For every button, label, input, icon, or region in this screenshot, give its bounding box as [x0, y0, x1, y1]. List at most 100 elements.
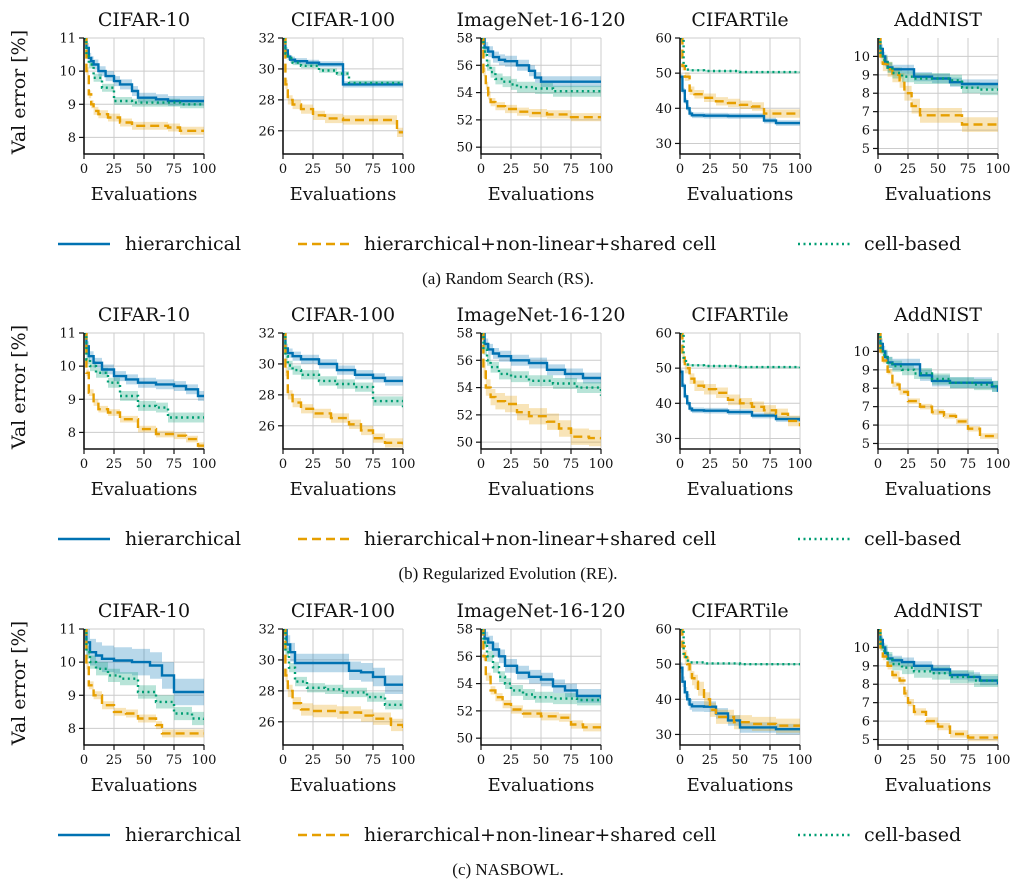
panel-addnist: 0 25 50 75 100 5 6 7 8 9 10 AddNIST Evaluations — [853, 9, 1010, 205]
x-tick-label: 25 — [900, 162, 917, 177]
y-tick-label: 8 — [68, 131, 76, 146]
x-tick-label: 75 — [960, 753, 977, 768]
caption: (a) Random Search (RS). — [422, 269, 594, 288]
x-tick-label: 75 — [563, 457, 580, 472]
x-tick-label: 50 — [136, 162, 153, 177]
x-tick-label: 100 — [986, 162, 1011, 177]
y-tick-label: 40 — [655, 397, 672, 412]
panel-cifartile: 0 25 50 75 100 30 40 50 60 CIFARTile Evaluations — [655, 304, 812, 500]
y-tick-label: 32 — [258, 32, 275, 47]
y-tick-label: 40 — [655, 693, 672, 708]
x-tick-label: 50 — [136, 753, 153, 768]
x-tick-label: 50 — [533, 162, 550, 177]
series-line-cell-based — [481, 333, 601, 396]
plot-area — [878, 333, 998, 439]
y-tick-label: 32 — [258, 327, 275, 342]
band-cell-based — [84, 629, 204, 727]
plot-area — [84, 629, 204, 738]
x-tick-label: 25 — [702, 457, 719, 472]
x-tick-label: 100 — [986, 753, 1011, 768]
series-line-cell-based — [878, 333, 998, 389]
x-tick-label: 0 — [477, 457, 485, 472]
series-line-hierarchical — [283, 38, 403, 86]
y-tick-label: 26 — [258, 419, 275, 434]
x-tick-label: 100 — [986, 457, 1011, 472]
x-tick-label: 25 — [900, 753, 917, 768]
y-tick-label: 56 — [456, 354, 473, 369]
legend-label-hierarchical: hierarchical — [125, 528, 241, 550]
x-tick-label: 75 — [365, 753, 382, 768]
band-cell-based — [878, 38, 998, 96]
band-hierarchical — [84, 38, 204, 106]
series-line-cell-based — [481, 629, 601, 702]
plot-area — [283, 38, 403, 137]
y-tick-label: 11 — [59, 327, 76, 342]
y-tick-label: 30 — [258, 357, 275, 372]
y-tick-label: 7 — [862, 105, 870, 120]
plot-area — [481, 38, 601, 122]
y-tick-label: 9 — [68, 689, 76, 704]
series-line-hierarchical-non-linear-shared-cell — [84, 38, 204, 132]
series-line-cell-based — [680, 38, 800, 74]
x-tick-label: 25 — [503, 162, 520, 177]
series-line-hierarchical-non-linear-shared-cell — [481, 333, 601, 440]
x-tick-label: 75 — [762, 457, 779, 472]
x-tick-label: 100 — [391, 457, 416, 472]
y-tick-label: 52 — [456, 704, 473, 719]
x-axis-label: Evaluations — [290, 775, 397, 796]
y-tick-label: 8 — [68, 722, 76, 737]
series-line-cell-based — [283, 629, 403, 706]
y-tick-label: 56 — [456, 650, 473, 665]
series-line-hierarchical — [84, 38, 204, 103]
panel-cifartile: 0 25 50 75 100 30 40 50 60 CIFARTile Evaluations — [655, 600, 812, 796]
plot-area — [680, 629, 800, 735]
x-tick-label: 50 — [732, 162, 749, 177]
band-cell-based — [283, 333, 403, 412]
panel-title: CIFARTile — [691, 304, 788, 326]
band-hierarchical-non-linear-shared-cell — [84, 629, 204, 738]
y-axis-label: Val error [%] — [8, 30, 30, 155]
x-tick-label: 0 — [80, 162, 88, 177]
panel-title: AddNIST — [893, 304, 982, 326]
series-line-hierarchical-non-linear-shared-cell — [878, 38, 998, 126]
y-tick-label: 54 — [456, 677, 473, 692]
series-line-hierarchical — [878, 38, 998, 86]
series-line-hierarchical — [481, 38, 601, 83]
y-tick-label: 10 — [853, 50, 870, 65]
y-tick-label: 50 — [655, 362, 672, 377]
y-tick-label: 9 — [862, 363, 870, 378]
x-tick-label: 100 — [192, 457, 217, 472]
x-tick-label: 50 — [335, 753, 352, 768]
legend-label-hierarchical-non-linear-shared-cell: hierarchical+non-linear+shared cell — [364, 824, 716, 846]
y-tick-label: 28 — [258, 684, 275, 699]
x-axis-label: Evaluations — [488, 775, 595, 796]
x-tick-label: 50 — [335, 162, 352, 177]
panel-title: CIFARTile — [691, 600, 788, 622]
y-tick-label: 54 — [456, 381, 473, 396]
legend: hierarchical hierarchical+non-linear+shar… — [58, 824, 961, 846]
caption: (b) Regularized Evolution (RE). — [398, 564, 617, 583]
series-line-hierarchical-non-linear-shared-cell — [481, 629, 601, 730]
x-tick-label: 50 — [533, 753, 550, 768]
x-tick-label: 0 — [279, 162, 287, 177]
caption: (c) NASBOWL. — [452, 860, 563, 879]
plot-area — [84, 333, 204, 449]
x-axis-label: Evaluations — [885, 479, 992, 500]
panel-title: ImageNet-16-120 — [456, 600, 625, 622]
series-line-hierarchical-non-linear-shared-cell — [84, 629, 204, 735]
band-hierarchical — [283, 333, 403, 386]
y-tick-label: 60 — [655, 623, 672, 638]
x-tick-label: 100 — [589, 753, 614, 768]
band-cell-based — [481, 38, 601, 97]
x-tick-label: 0 — [279, 753, 287, 768]
x-tick-label: 75 — [762, 162, 779, 177]
series-line-cell-based — [283, 333, 403, 408]
panel-title: CIFAR-100 — [291, 304, 395, 326]
y-tick-label: 6 — [862, 715, 870, 730]
panel-cifar-100: 0 25 50 75 100 26 28 30 32 CIFAR-100 Evaluations — [258, 304, 415, 500]
